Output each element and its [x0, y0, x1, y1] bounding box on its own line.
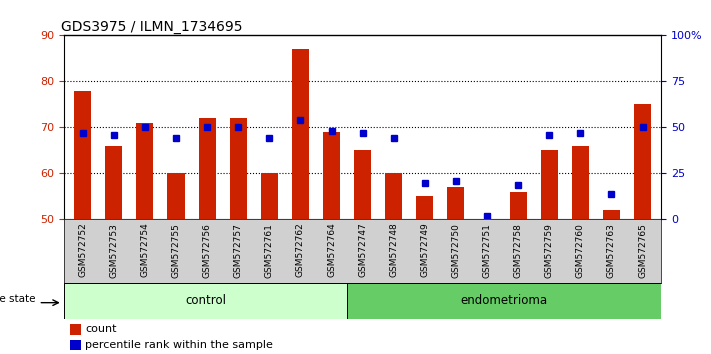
Text: GSM572764: GSM572764 — [327, 223, 336, 278]
Text: GSM572765: GSM572765 — [638, 223, 647, 278]
Bar — [137, 123, 154, 219]
Text: GSM572753: GSM572753 — [109, 223, 118, 278]
Bar — [74, 91, 91, 219]
Text: GSM572758: GSM572758 — [513, 223, 523, 278]
Text: GSM572752: GSM572752 — [78, 223, 87, 278]
Text: disease state: disease state — [0, 294, 35, 304]
Bar — [70, 324, 81, 335]
Text: GSM572760: GSM572760 — [576, 223, 585, 278]
Text: GSM572748: GSM572748 — [389, 223, 398, 278]
Text: count: count — [85, 324, 117, 334]
Bar — [323, 132, 340, 219]
Bar — [347, 283, 661, 319]
Text: GSM572751: GSM572751 — [483, 223, 491, 278]
Bar — [572, 146, 589, 219]
Bar — [198, 118, 215, 219]
Bar — [385, 173, 402, 219]
Bar — [230, 118, 247, 219]
Text: percentile rank within the sample: percentile rank within the sample — [85, 340, 273, 350]
Bar — [354, 150, 371, 219]
Text: GSM572761: GSM572761 — [264, 223, 274, 278]
Bar — [540, 150, 558, 219]
Text: GSM572754: GSM572754 — [140, 223, 149, 278]
Text: GSM572755: GSM572755 — [171, 223, 181, 278]
Bar — [603, 210, 620, 219]
Text: GSM572756: GSM572756 — [203, 223, 212, 278]
Bar — [292, 49, 309, 219]
Text: GSM572757: GSM572757 — [234, 223, 242, 278]
Bar — [64, 283, 347, 319]
Bar — [70, 340, 81, 350]
Bar — [447, 187, 464, 219]
Text: GSM572763: GSM572763 — [607, 223, 616, 278]
Text: endometrioma: endometrioma — [461, 295, 547, 307]
Bar — [261, 173, 278, 219]
Bar — [634, 104, 651, 219]
Text: GSM572750: GSM572750 — [451, 223, 461, 278]
Bar — [105, 146, 122, 219]
Bar — [510, 192, 527, 219]
Bar — [167, 173, 185, 219]
Text: GDS3975 / ILMN_1734695: GDS3975 / ILMN_1734695 — [61, 21, 242, 34]
Text: GSM572749: GSM572749 — [420, 223, 429, 278]
Text: control: control — [185, 295, 226, 307]
Text: GSM572747: GSM572747 — [358, 223, 367, 278]
Bar — [416, 196, 434, 219]
Text: GSM572762: GSM572762 — [296, 223, 305, 278]
Text: GSM572759: GSM572759 — [545, 223, 554, 278]
